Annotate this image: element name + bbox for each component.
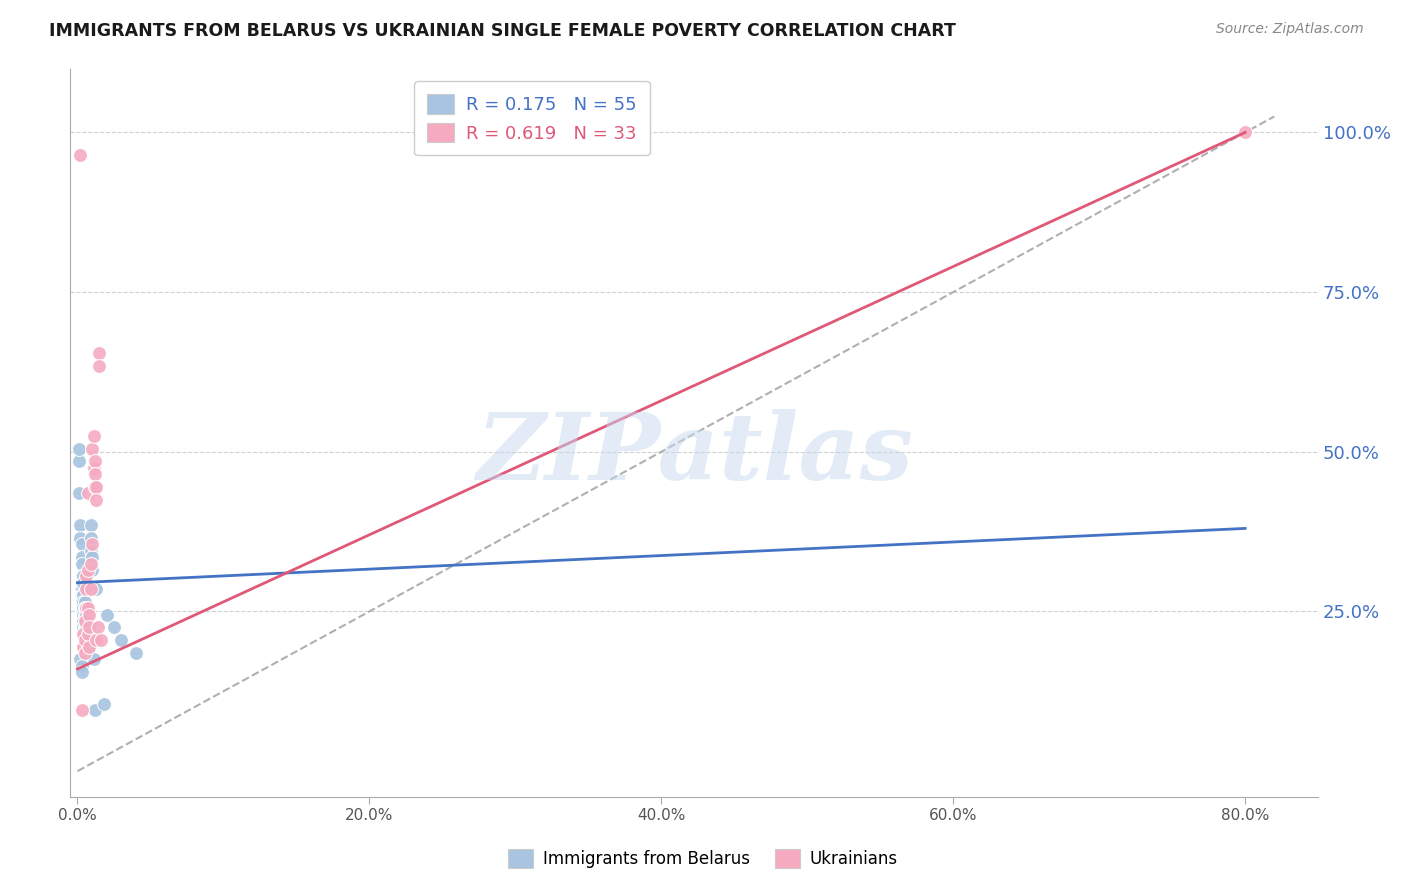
- Point: [87, 620, 110, 634]
- Point: [80, 537, 103, 551]
- Point: [77, 627, 100, 641]
- Point: [70, 703, 93, 717]
- Point: [83, 429, 105, 443]
- Text: IMMIGRANTS FROM BELARUS VS UKRAINIAN SINGLE FEMALE POVERTY CORRELATION CHART: IMMIGRANTS FROM BELARUS VS UKRAINIAN SIN…: [49, 22, 956, 40]
- Point: [86, 633, 108, 648]
- Point: [70, 589, 93, 603]
- Point: [75, 601, 97, 615]
- Point: [84, 703, 107, 717]
- Point: [72, 607, 94, 622]
- Point: [110, 633, 132, 648]
- Point: [72, 627, 94, 641]
- Point: [70, 537, 93, 551]
- Point: [86, 492, 108, 507]
- Point: [75, 633, 97, 648]
- Point: [103, 620, 125, 634]
- Point: [79, 557, 101, 571]
- Point: [77, 633, 100, 648]
- Point: [75, 601, 97, 615]
- Point: [83, 460, 105, 475]
- Point: [80, 550, 103, 565]
- Point: [70, 658, 93, 673]
- Point: [67, 454, 90, 468]
- Point: [73, 627, 96, 641]
- Point: [67, 442, 90, 456]
- Point: [73, 614, 96, 628]
- Point: [72, 589, 94, 603]
- Point: [72, 601, 94, 615]
- Point: [86, 480, 108, 494]
- Point: [75, 569, 97, 583]
- Point: [69, 531, 91, 545]
- Legend: R = 0.175   N = 55, R = 0.619   N = 33: R = 0.175 N = 55, R = 0.619 N = 33: [415, 81, 650, 155]
- Point: [79, 531, 101, 545]
- Point: [70, 665, 93, 679]
- Point: [75, 582, 97, 596]
- Point: [73, 633, 96, 648]
- Point: [72, 575, 94, 590]
- Legend: Immigrants from Belarus, Ukrainians: Immigrants from Belarus, Ukrainians: [502, 843, 904, 875]
- Point: [76, 563, 98, 577]
- Point: [96, 607, 118, 622]
- Point: [125, 646, 148, 660]
- Point: [93, 697, 115, 711]
- Text: Source: ZipAtlas.com: Source: ZipAtlas.com: [1216, 22, 1364, 37]
- Point: [1234, 125, 1257, 139]
- Point: [72, 595, 94, 609]
- Point: [70, 582, 93, 596]
- Point: [89, 345, 111, 359]
- Point: [84, 467, 107, 482]
- Point: [90, 633, 112, 648]
- Point: [72, 640, 94, 654]
- Point: [69, 147, 91, 161]
- Point: [83, 652, 105, 666]
- Point: [73, 633, 96, 648]
- Point: [70, 575, 93, 590]
- Point: [70, 557, 93, 571]
- Point: [76, 601, 98, 615]
- Text: ZIPatlas: ZIPatlas: [475, 409, 912, 500]
- Point: [67, 486, 90, 500]
- Point: [77, 640, 100, 654]
- Point: [80, 563, 103, 577]
- Point: [76, 627, 98, 641]
- Point: [70, 550, 93, 565]
- Point: [79, 582, 101, 596]
- Point: [89, 359, 111, 373]
- Point: [72, 614, 94, 628]
- Point: [84, 454, 107, 468]
- Point: [77, 607, 100, 622]
- Point: [84, 480, 107, 494]
- Point: [75, 607, 97, 622]
- Point: [79, 518, 101, 533]
- Point: [70, 569, 93, 583]
- Point: [73, 614, 96, 628]
- Point: [72, 569, 94, 583]
- Point: [75, 620, 97, 634]
- Point: [69, 652, 91, 666]
- Point: [76, 627, 98, 641]
- Point: [69, 518, 91, 533]
- Point: [77, 620, 100, 634]
- Point: [86, 582, 108, 596]
- Point: [77, 640, 100, 654]
- Point: [70, 595, 93, 609]
- Point: [73, 646, 96, 660]
- Point: [80, 442, 103, 456]
- Point: [72, 620, 94, 634]
- Point: [76, 620, 98, 634]
- Point: [76, 640, 98, 654]
- Point: [73, 620, 96, 634]
- Point: [73, 607, 96, 622]
- Point: [79, 543, 101, 558]
- Point: [73, 595, 96, 609]
- Point: [75, 614, 97, 628]
- Point: [76, 486, 98, 500]
- Point: [73, 601, 96, 615]
